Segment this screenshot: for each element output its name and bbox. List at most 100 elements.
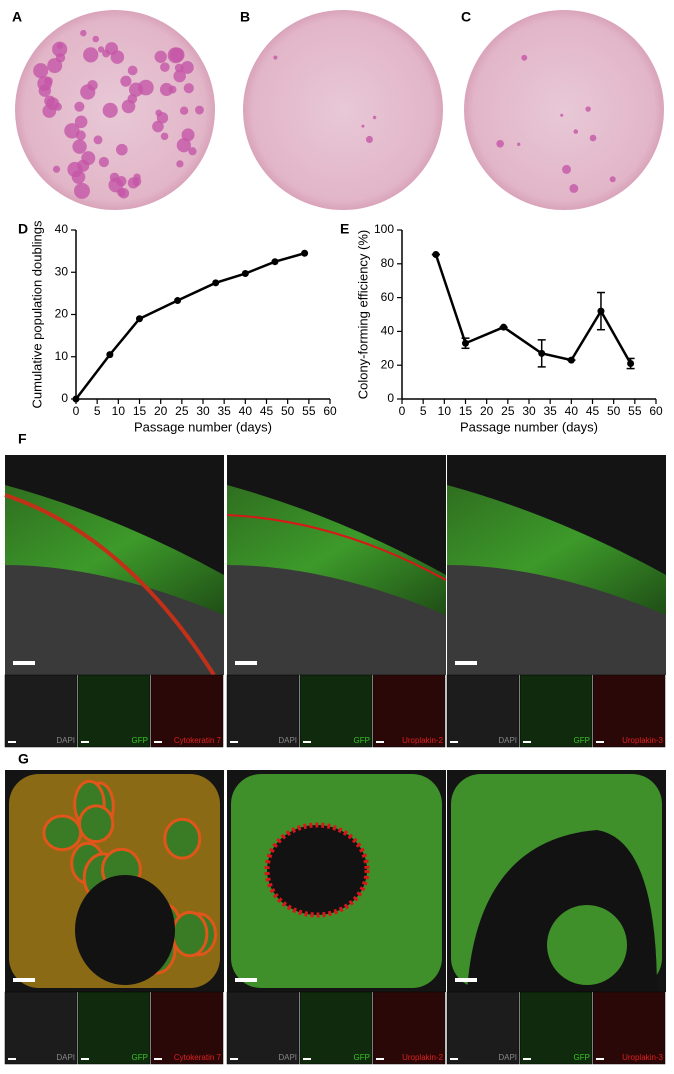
scale-bar <box>455 978 477 982</box>
colony <box>609 176 616 183</box>
scale-bar <box>303 1058 311 1060</box>
scale-bar <box>523 1058 531 1060</box>
scale-bar <box>230 741 238 743</box>
channel-label: DAPI <box>56 1053 75 1062</box>
colony <box>47 58 63 74</box>
colony <box>80 84 96 100</box>
channel-inset <box>446 991 520 1065</box>
y-tick-label: 40 <box>55 222 69 236</box>
epithelium <box>227 485 446 615</box>
colony <box>72 139 87 154</box>
colony <box>156 112 169 124</box>
colony <box>44 76 53 86</box>
colony <box>110 50 125 64</box>
colony <box>33 63 49 79</box>
y-tick-label: 30 <box>55 264 69 278</box>
colony <box>42 104 57 118</box>
colony <box>361 124 365 128</box>
scale-bar <box>596 741 604 743</box>
data-point <box>136 315 143 323</box>
x-tick-label: 5 <box>94 404 101 418</box>
channel-inset <box>592 674 666 748</box>
y-tick-label: 80 <box>381 256 395 270</box>
colony <box>121 99 136 114</box>
data-point <box>106 351 114 359</box>
panel-letter: E <box>340 221 349 237</box>
scale-bar <box>450 741 458 743</box>
x-tick-label: 50 <box>607 404 621 418</box>
colony <box>102 49 111 58</box>
colony <box>496 139 504 148</box>
colony <box>92 35 100 43</box>
channel-inset <box>226 674 300 748</box>
channel-label: DAPI <box>56 736 75 745</box>
x-tick-label: 20 <box>154 404 168 418</box>
lumen <box>264 822 370 918</box>
colony <box>173 69 186 83</box>
colony <box>181 128 195 142</box>
colony <box>180 61 194 74</box>
x-tick-label: 5 <box>420 404 427 418</box>
channel-label: DAPI <box>278 736 297 745</box>
colony <box>74 115 88 129</box>
x-axis-title: Passage number (days) <box>134 419 272 434</box>
y-tick-label: 0 <box>61 391 68 405</box>
channel-inset <box>77 991 151 1065</box>
colony <box>81 151 96 166</box>
colony <box>273 55 278 60</box>
x-tick-label: 10 <box>112 404 126 418</box>
y-tick-label: 20 <box>381 357 395 371</box>
channel-inset <box>4 991 78 1065</box>
data-point <box>301 249 309 257</box>
colony <box>160 62 170 72</box>
panel-letter: A <box>12 9 22 25</box>
culture-dish <box>243 10 443 210</box>
channel-label: Uroplakin-2 <box>402 1053 443 1062</box>
y-tick-label: 100 <box>374 222 394 236</box>
data-point <box>567 356 575 364</box>
channel-inset <box>299 991 373 1065</box>
data-point <box>212 279 220 287</box>
panel-letter: F <box>18 431 27 447</box>
colony <box>132 177 142 187</box>
scale-bar <box>235 978 257 982</box>
channel-label: GFP <box>132 1053 148 1062</box>
y-tick-label: 0 <box>387 391 394 405</box>
cell <box>42 814 83 852</box>
panel-letter: C <box>461 9 471 25</box>
colony <box>154 50 167 63</box>
channel-label: Uroplakin-3 <box>622 736 663 745</box>
channel-inset <box>372 674 446 748</box>
colony <box>138 79 154 96</box>
colony <box>569 184 579 193</box>
colony <box>44 95 56 107</box>
colony <box>176 138 191 153</box>
x-tick-label: 60 <box>649 404 663 418</box>
channel-label: GFP <box>354 736 370 745</box>
channel-label: DAPI <box>278 1053 297 1062</box>
scale-bar <box>8 741 16 743</box>
data-point <box>538 349 546 357</box>
colony <box>75 130 86 141</box>
data-point <box>271 258 279 266</box>
x-tick-label: 25 <box>501 404 515 418</box>
colony <box>585 106 591 112</box>
channel-inset <box>446 674 520 748</box>
panel-letter: G <box>18 751 29 767</box>
data-point <box>241 270 249 278</box>
cell <box>171 910 209 958</box>
scale-bar <box>81 1058 89 1060</box>
scale-bar <box>376 741 384 743</box>
x-tick-label: 55 <box>628 404 642 418</box>
colony <box>365 135 373 143</box>
channel-inset <box>4 674 78 748</box>
colony <box>562 164 572 174</box>
panel-letter: D <box>18 221 28 237</box>
channel-label: Uroplakin-3 <box>622 1053 663 1062</box>
x-tick-label: 20 <box>480 404 494 418</box>
cell <box>163 817 202 860</box>
colony <box>102 102 118 118</box>
colony <box>83 47 99 63</box>
colony <box>120 75 132 87</box>
